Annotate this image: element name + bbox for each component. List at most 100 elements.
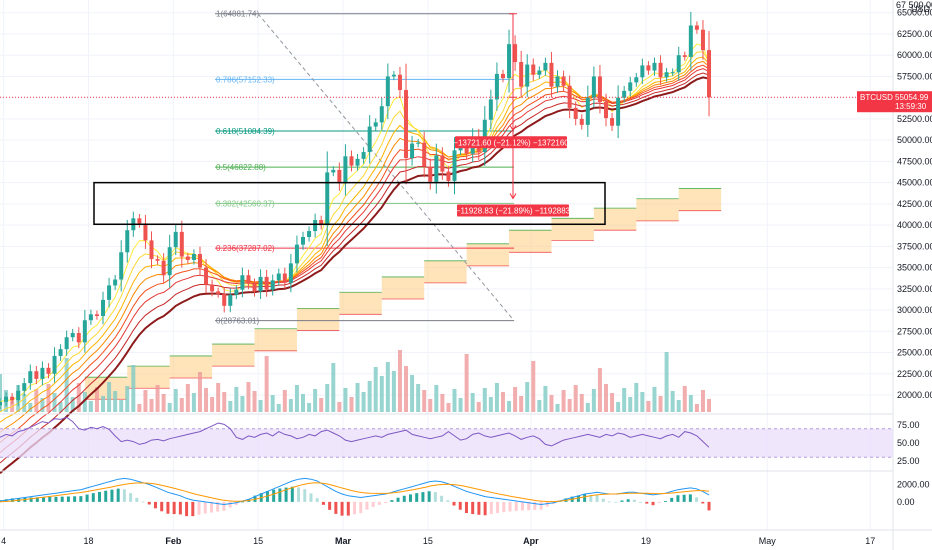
volume-bar bbox=[101, 396, 106, 412]
price-tick-label: 27500.00 bbox=[897, 326, 932, 336]
ema-line bbox=[0, 51, 710, 413]
volume-bar bbox=[246, 382, 251, 412]
candle-body bbox=[634, 77, 639, 83]
macd-hist-bar bbox=[483, 501, 487, 516]
macd-hist-bar bbox=[589, 495, 593, 502]
time-tick-label: 19 bbox=[641, 536, 651, 546]
macd-hist-bar bbox=[10, 498, 14, 502]
macd-hist-bar bbox=[365, 501, 369, 510]
volume-bar bbox=[0, 374, 2, 412]
volume-bar bbox=[252, 391, 257, 412]
volume-bar bbox=[410, 375, 415, 412]
volume-bar bbox=[349, 397, 354, 412]
volume-bar bbox=[294, 385, 299, 412]
volume-bar bbox=[500, 392, 505, 412]
volume-bar bbox=[258, 400, 263, 412]
price-tick-label: 45000.00 bbox=[897, 178, 932, 188]
macd-hist-bar bbox=[545, 501, 549, 507]
candle-body bbox=[179, 231, 184, 257]
macd-signal-line bbox=[0, 482, 710, 503]
volume-bar bbox=[604, 384, 608, 412]
macd-hist-bar bbox=[29, 497, 33, 502]
price-tick-label: 40000.00 bbox=[897, 220, 932, 230]
candle-body bbox=[646, 65, 651, 71]
volume-bar bbox=[361, 392, 366, 412]
macd-hist-bar bbox=[203, 501, 207, 514]
ribbon-step bbox=[212, 344, 255, 367]
candle-body bbox=[367, 126, 372, 153]
macd-hist-bar bbox=[284, 487, 288, 502]
macd-hist-bar bbox=[42, 497, 46, 502]
candle-body bbox=[173, 231, 178, 248]
volume-bar bbox=[307, 403, 312, 412]
macd-hist-bar bbox=[60, 496, 64, 502]
candle-body bbox=[119, 252, 124, 280]
macd-hist-bar bbox=[539, 501, 543, 510]
macd-hist-bar bbox=[35, 497, 39, 502]
macd-hist-bar bbox=[359, 501, 363, 514]
candle-body bbox=[343, 156, 348, 184]
macd-hist-bar bbox=[489, 501, 493, 515]
volume-bar bbox=[355, 383, 360, 412]
volume-bar bbox=[234, 387, 239, 412]
volume-bar bbox=[367, 381, 372, 412]
volume-bar bbox=[70, 397, 75, 412]
macd-hist-bar bbox=[632, 499, 636, 502]
macd-hist-bar bbox=[185, 501, 189, 517]
macd-hist-bar bbox=[701, 501, 705, 504]
volume-bar bbox=[640, 392, 645, 412]
ribbon-step bbox=[254, 328, 297, 351]
volume-bar bbox=[385, 362, 390, 412]
volume-bar bbox=[301, 394, 305, 412]
macd-hist-bar bbox=[241, 501, 245, 503]
rsi-tick-label: 25.00 bbox=[897, 456, 920, 466]
current-price-value: 55054.99 bbox=[895, 93, 929, 102]
volume-bar bbox=[664, 352, 669, 412]
volume-bar bbox=[507, 401, 512, 412]
candle-body bbox=[64, 337, 69, 350]
volume-bar bbox=[452, 389, 457, 412]
volume-bar bbox=[82, 392, 87, 412]
price-tick-label: 37500.00 bbox=[897, 241, 932, 251]
ribbon-step bbox=[509, 230, 552, 253]
volume-bar bbox=[567, 399, 572, 412]
candle-body bbox=[591, 76, 596, 98]
macd-hist-bar bbox=[353, 501, 357, 515]
volume-bar bbox=[64, 358, 69, 412]
candle-body bbox=[500, 73, 505, 79]
volume-bar bbox=[179, 398, 184, 412]
candle-body bbox=[137, 218, 142, 224]
macd-hist-bar bbox=[209, 501, 213, 513]
macd-tick-label: 0.00 bbox=[897, 497, 915, 507]
macd-hist-bar bbox=[141, 501, 145, 503]
candle-body bbox=[628, 82, 633, 91]
macd-hist-bar bbox=[129, 493, 133, 502]
macd-hist-bar bbox=[695, 497, 699, 502]
macd-hist-bar bbox=[303, 489, 307, 502]
volume-bar bbox=[573, 385, 578, 412]
volume-bar bbox=[537, 400, 542, 412]
volume-bar bbox=[125, 386, 130, 412]
macd-hist-bar bbox=[402, 495, 406, 502]
candle-body bbox=[597, 76, 602, 102]
volume-bar bbox=[52, 393, 57, 412]
candle-body bbox=[234, 289, 239, 295]
volume-bar bbox=[155, 385, 160, 412]
macd-hist-bar bbox=[390, 500, 394, 502]
macd-hist-bar bbox=[147, 501, 151, 505]
candle-body bbox=[58, 349, 63, 356]
rsi-tick-label: 50.00 bbox=[897, 438, 920, 448]
volume-bar bbox=[185, 384, 190, 412]
volume-bar bbox=[688, 395, 693, 412]
candle-body bbox=[531, 64, 536, 75]
candle-body bbox=[46, 367, 51, 374]
rsi-tick-label: 75.00 bbox=[897, 420, 920, 430]
candle-body bbox=[34, 371, 39, 379]
measure-badge bbox=[455, 136, 567, 149]
candle-body bbox=[197, 253, 202, 268]
annotations: −13721.60 (−21.12%) −1372160 −11928.83 (−… bbox=[0, 13, 893, 226]
time-tick-label: May bbox=[759, 536, 777, 546]
current-price-badge bbox=[857, 91, 932, 113]
macd-hist-bar bbox=[278, 488, 282, 502]
